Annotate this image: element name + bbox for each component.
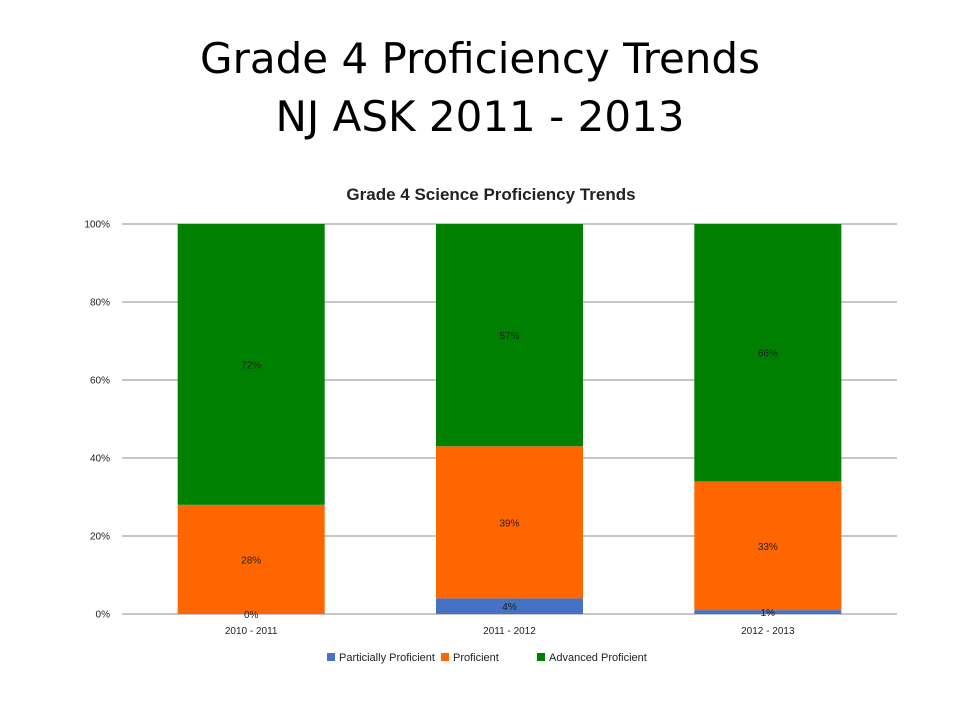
legend-swatch [537,653,545,661]
bar-segment [694,481,842,611]
legend-swatch [327,653,335,661]
bar-segment [177,504,325,614]
data-label: 33% [758,542,778,553]
legend-label: Proficient [453,652,499,664]
y-tick-label: 40% [90,454,110,465]
legend-label: Particially Proficient [339,652,435,664]
stacked-bar-chart: Grade 4 Science Proficiency Trends 0% 20%… [84,185,897,664]
legend: Particially Proficient Proficient Advanced… [327,652,647,664]
y-tick-label: 0% [96,610,111,621]
bars [177,224,842,614]
data-label: 1% [761,608,776,619]
x-tick-label: 2012 - 2013 [741,626,795,637]
legend-swatch [441,653,449,661]
data-label: 28% [241,555,261,566]
data-labels: 0% 28% 72% 4% 39% 57% 1% 33% 66% [241,331,778,621]
data-label: 0% [244,610,259,621]
data-label: 39% [499,518,519,529]
y-tick-label: 80% [90,298,110,309]
bar-segment [436,598,583,614]
x-axis-ticks: 2010 - 2011 2011 - 2012 2012 - 2013 [225,626,795,637]
data-label: 66% [758,349,778,360]
bar-segment [436,224,583,447]
x-tick-label: 2010 - 2011 [225,626,278,637]
y-tick-label: 60% [90,376,110,387]
x-tick-label: 2011 - 2012 [483,626,536,637]
bar-segment [694,610,842,614]
slide-title-line1: Grade 4 Proficiency Trends [200,34,760,83]
data-label: 4% [502,602,517,613]
legend-label: Advanced Proficient [549,652,647,664]
bar-segment [436,446,583,599]
bar-segment [177,224,325,505]
slide-title-line2: NJ ASK 2011 - 2013 [275,92,685,141]
y-tick-label: 20% [90,532,110,543]
data-label: 57% [499,331,519,342]
y-axis-ticks: 0% 20% 40% 60% 80% 100% [84,220,110,621]
chart-title: Grade 4 Science Proficiency Trends [346,185,635,204]
bar-segment [694,224,842,482]
data-label: 72% [241,360,261,371]
slide-title: Grade 4 Proficiency Trends NJ ASK 2011 -… [0,30,960,146]
y-tick-label: 100% [84,220,110,231]
